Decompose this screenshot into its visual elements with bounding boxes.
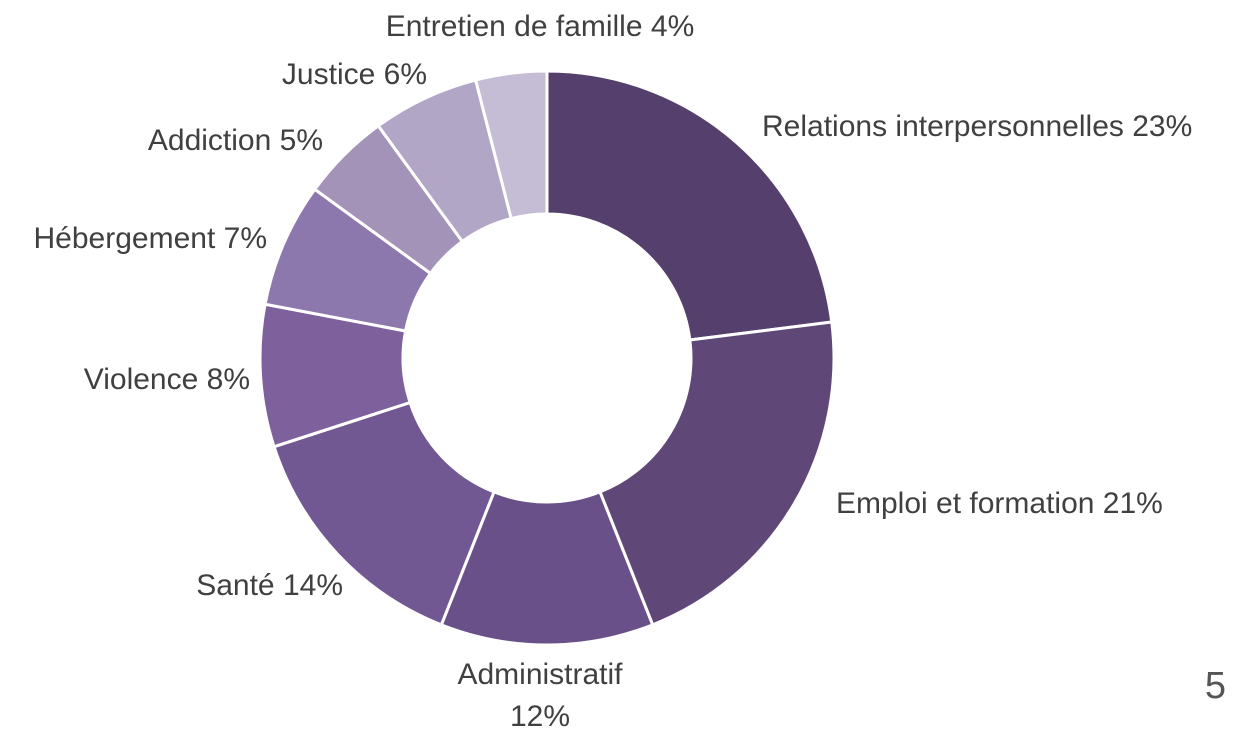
donut-segment (473, 69, 549, 221)
page-number: 5 (1205, 665, 1226, 707)
donut-segment (272, 400, 496, 627)
value-label: 7% (224, 222, 267, 255)
donut-segment (598, 320, 836, 627)
category-label: Administratif (457, 658, 623, 691)
category-label: Relations interpersonnelles (762, 110, 1124, 143)
donut-segment (545, 69, 834, 342)
donut-segment (439, 489, 655, 647)
value-label: 14% (283, 569, 343, 602)
value-label: 6% (384, 58, 427, 91)
data-label: Santé 14% (196, 569, 343, 602)
value-label: 4% (651, 10, 694, 43)
data-label: Entretien de famille 4% (386, 10, 695, 43)
category-label: Entretien de famille (386, 10, 643, 43)
data-label: Hébergement 7% (34, 222, 267, 255)
value-label: 8% (207, 363, 250, 396)
value-label: 12% (510, 700, 570, 733)
category-label: Violence (84, 363, 199, 396)
category-label: Hébergement (34, 222, 216, 255)
value-label: 23% (1132, 110, 1192, 143)
category-label: Emploi et formation (836, 487, 1094, 520)
category-label: Justice (282, 58, 375, 91)
data-label: Emploi et formation 21% (836, 487, 1163, 520)
data-label: Violence 8% (84, 363, 250, 396)
category-label: Santé (196, 569, 274, 602)
data-label: Administratif 12% (457, 658, 623, 733)
data-label: Relations interpersonnelles 23% (762, 110, 1192, 143)
category-label: Addiction (148, 124, 271, 157)
value-label: 5% (280, 124, 323, 157)
data-label: Addiction 5% (148, 124, 323, 157)
value-label: 21% (1103, 487, 1163, 520)
data-label: Justice 6% (282, 58, 427, 91)
